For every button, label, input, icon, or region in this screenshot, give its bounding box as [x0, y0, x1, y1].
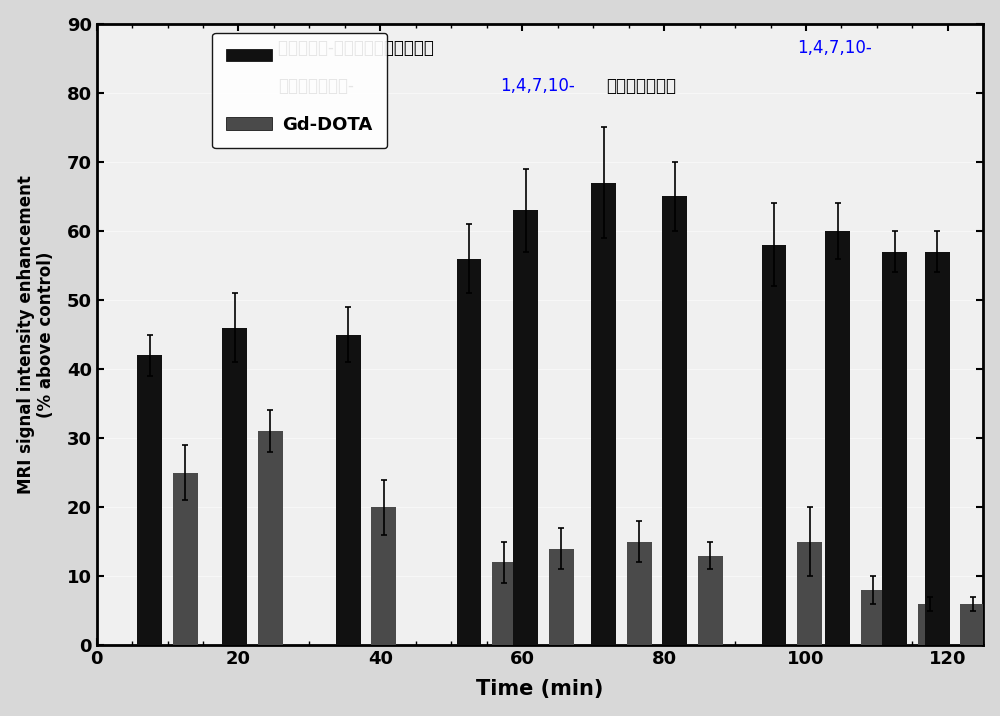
Y-axis label: MRI signal intensity enhancement
(% above control): MRI signal intensity enhancement (% abov…	[17, 175, 55, 494]
Bar	[258, 431, 283, 645]
Bar	[222, 328, 247, 645]
Bar	[173, 473, 198, 645]
Bar	[698, 556, 723, 645]
Bar	[549, 548, 574, 645]
Bar	[797, 542, 822, 645]
Legend: , Gd-DOTA: , Gd-DOTA	[212, 33, 387, 148]
Bar	[591, 183, 616, 645]
Bar	[925, 251, 950, 645]
Bar	[918, 604, 943, 645]
Bar	[861, 590, 886, 645]
Bar	[492, 563, 517, 645]
Bar	[336, 334, 361, 645]
Bar	[882, 251, 907, 645]
Bar	[513, 211, 538, 645]
Bar	[662, 196, 687, 645]
Text: 四乙酸钆配合物: 四乙酸钆配合物	[606, 77, 676, 95]
Text: 四氮杂环十二烷-: 四氮杂环十二烷-	[278, 77, 354, 95]
X-axis label: Time (min): Time (min)	[476, 679, 604, 700]
Bar	[457, 258, 481, 645]
Bar	[825, 231, 850, 645]
Bar	[137, 355, 162, 645]
Text: 天门冬氨酸-苯丙氨酸共聚物修饰的: 天门冬氨酸-苯丙氨酸共聚物修饰的	[278, 39, 439, 57]
Bar	[627, 542, 652, 645]
Text: 1,4,7,10-: 1,4,7,10-	[500, 77, 575, 95]
Text: 1,4,7,10-: 1,4,7,10-	[797, 39, 872, 57]
Bar	[762, 245, 786, 645]
Bar	[371, 507, 396, 645]
Bar	[960, 604, 985, 645]
